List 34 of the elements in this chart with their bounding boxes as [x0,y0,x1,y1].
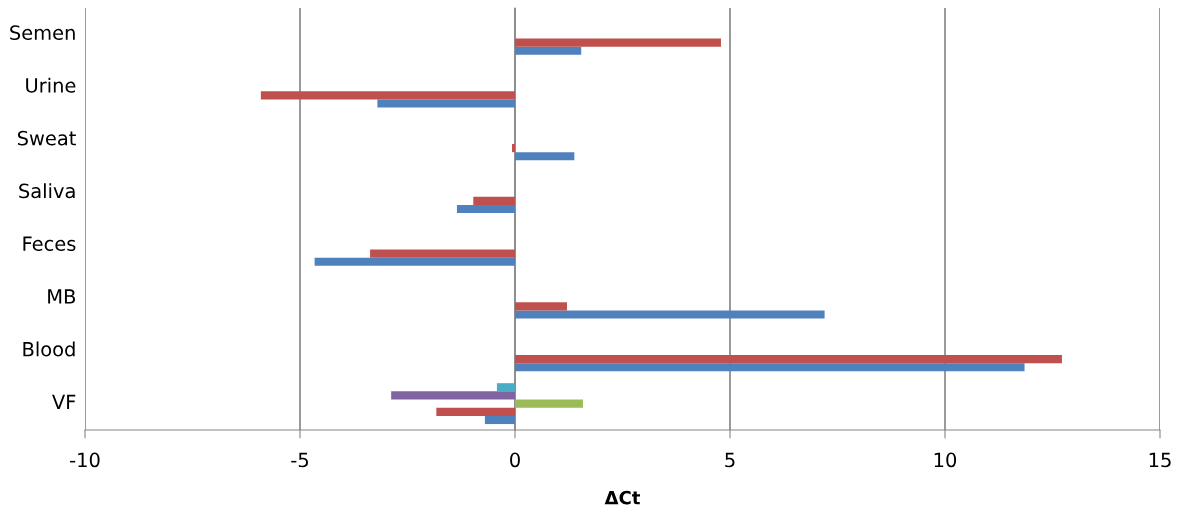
bar [515,46,582,55]
bar [377,99,515,108]
y-tick-label: Urine [26,77,76,93]
bar [260,91,515,100]
bar [515,302,568,311]
y-tick-label: Sweat [17,130,76,146]
bar [496,383,515,392]
y-tick-label: Semen [10,25,75,41]
bar [515,399,583,408]
y-tick-label: Blood [23,341,75,357]
x-tick-label: 10 [934,452,957,468]
x-tick-label: 0 [510,452,520,468]
bar [436,407,515,416]
x-tick-label: 5 [725,452,735,468]
bar [515,354,1062,364]
bar [484,415,515,425]
x-tick-label: -10 [70,452,100,468]
bar [515,152,575,161]
y-tick-label: Feces [23,236,76,252]
x-axis-title: ΔCt [604,490,641,505]
bar [370,249,515,258]
y-tick-label: MB [48,289,76,304]
bar [511,143,515,153]
bar [391,391,515,400]
bar [515,363,1025,372]
y-tick-label: Saliva [19,183,75,199]
bar [515,310,825,319]
x-tick-label: -5 [291,452,308,468]
bar [314,257,515,266]
bar [473,196,515,205]
bar [515,38,721,47]
y-tick-label: VF [52,394,76,409]
bar [456,204,515,214]
x-tick-label: 15 [1149,452,1171,468]
